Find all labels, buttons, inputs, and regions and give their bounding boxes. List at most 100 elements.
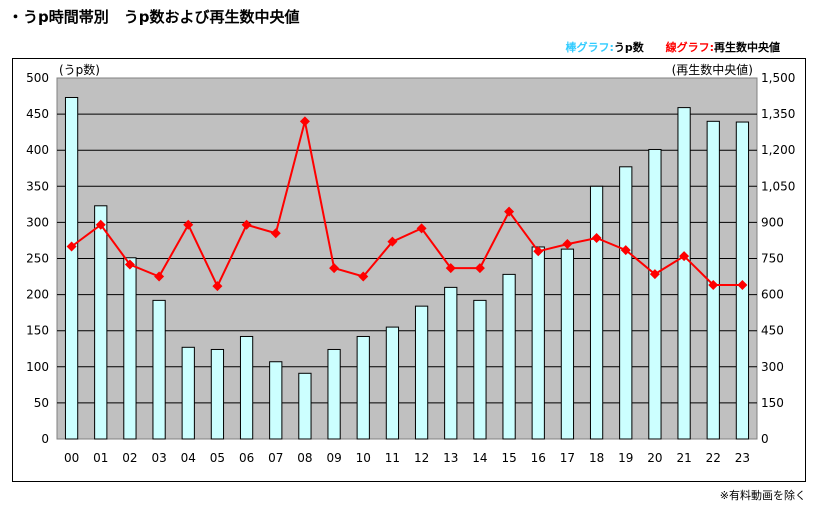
bar bbox=[123, 257, 137, 440]
right-tick-label: 1,350 bbox=[761, 107, 795, 121]
line-series bbox=[71, 121, 743, 289]
bar bbox=[239, 335, 254, 440]
line-marker bbox=[329, 263, 340, 274]
bar-series bbox=[64, 96, 750, 440]
x-tick-label: 08 bbox=[297, 451, 312, 465]
left-tick-label: 350 bbox=[26, 179, 49, 193]
legend-bar-key: 棒グラフ: bbox=[565, 41, 614, 54]
left-axis-label: (うp数) bbox=[59, 62, 100, 77]
bar bbox=[648, 148, 662, 440]
bar bbox=[298, 372, 312, 440]
x-tick-label: 13 bbox=[443, 451, 458, 465]
line-marker bbox=[591, 233, 602, 244]
line-marker bbox=[183, 219, 194, 230]
x-tick-label: 14 bbox=[472, 451, 487, 465]
left-tick-label: 250 bbox=[26, 252, 49, 266]
bar bbox=[414, 305, 429, 440]
legend-bar-desc: うp数 bbox=[613, 41, 644, 54]
bar bbox=[619, 166, 633, 440]
line-marker bbox=[737, 279, 748, 290]
line-marker bbox=[95, 219, 106, 230]
left-tick-label: 0 bbox=[41, 432, 49, 446]
bar bbox=[181, 346, 195, 440]
right-tick-label: 1,050 bbox=[761, 179, 795, 193]
x-tick-label: 04 bbox=[181, 451, 196, 465]
bar bbox=[677, 107, 691, 440]
line-marker bbox=[533, 246, 544, 257]
line-marker bbox=[679, 251, 690, 262]
x-tick-label: 07 bbox=[268, 451, 283, 465]
legend-line-key: 線グラフ: bbox=[665, 41, 714, 54]
line-marker bbox=[504, 206, 515, 217]
x-tick-label: 00 bbox=[64, 451, 79, 465]
bar bbox=[385, 326, 400, 440]
x-tick-label: 17 bbox=[560, 451, 575, 465]
x-tick-label: 06 bbox=[239, 451, 254, 465]
line-marker bbox=[387, 236, 398, 247]
line-marker bbox=[66, 241, 77, 252]
left-tick-label: 200 bbox=[26, 288, 49, 302]
right-tick-label: 1,500 bbox=[761, 71, 795, 85]
x-tick-label: 12 bbox=[414, 451, 429, 465]
gridlines bbox=[57, 113, 757, 404]
right-tick-label: 1,200 bbox=[761, 143, 795, 157]
bar bbox=[560, 248, 575, 440]
right-tick-label: 150 bbox=[761, 396, 784, 410]
line-markers bbox=[66, 116, 748, 292]
right-tick-label: 300 bbox=[761, 360, 784, 374]
x-tick-label: 18 bbox=[589, 451, 604, 465]
line-marker bbox=[270, 228, 281, 239]
x-tick-label: 22 bbox=[706, 451, 721, 465]
left-tick-label: 150 bbox=[26, 324, 49, 338]
line-marker bbox=[212, 281, 223, 292]
right-axis-ticks: 0 150 300 450 600 750 900 1,050 1,200 1,350 1,500 bbox=[761, 71, 795, 446]
x-tick-label: 05 bbox=[210, 451, 225, 465]
line-marker bbox=[416, 223, 427, 234]
bar bbox=[64, 96, 79, 440]
right-tick-label: 0 bbox=[761, 432, 769, 446]
bar bbox=[210, 348, 225, 440]
right-tick-label: 900 bbox=[761, 215, 784, 229]
left-tick-label: 500 bbox=[26, 71, 49, 85]
x-tick-label: 23 bbox=[735, 451, 750, 465]
right-tick-label: 750 bbox=[761, 252, 784, 266]
line-marker bbox=[154, 271, 165, 282]
legend-line-desc: 再生数中央値 bbox=[714, 41, 780, 54]
x-tick-label: 21 bbox=[676, 451, 691, 465]
line-marker bbox=[649, 269, 660, 280]
left-tick-label: 300 bbox=[26, 215, 49, 229]
right-tick-label: 450 bbox=[761, 324, 784, 338]
line-marker bbox=[708, 279, 719, 290]
line-marker bbox=[445, 263, 456, 274]
line-marker bbox=[474, 263, 485, 274]
right-tick-label: 600 bbox=[761, 288, 784, 302]
x-tick-label: 03 bbox=[151, 451, 166, 465]
bar bbox=[589, 185, 604, 440]
x-tick-label: 10 bbox=[356, 451, 371, 465]
bar bbox=[94, 205, 108, 440]
chart-legend: 棒グラフ:うp数 線グラフ:再生数中央値 bbox=[565, 39, 780, 55]
bar bbox=[269, 361, 283, 440]
line-marker bbox=[620, 245, 631, 256]
line-marker bbox=[562, 239, 573, 250]
line-marker bbox=[299, 116, 310, 127]
left-tick-label: 50 bbox=[34, 396, 49, 410]
line-marker bbox=[358, 271, 369, 282]
left-tick-label: 450 bbox=[26, 107, 49, 121]
bar bbox=[356, 335, 370, 440]
bar bbox=[502, 273, 516, 440]
bar bbox=[327, 348, 341, 440]
x-axis-ticks: 00 01 02 03 04 05 06 07 08 09 10 11 12 13 14 15 16 17 18 19… bbox=[64, 451, 750, 465]
x-tick-label: 02 bbox=[122, 451, 137, 465]
right-axis-label: (再生数中央値) bbox=[672, 62, 753, 77]
bar bbox=[531, 246, 545, 440]
left-tick-label: 100 bbox=[26, 360, 49, 374]
line-marker bbox=[124, 259, 135, 270]
left-axis-ticks: 0 50 100 150 200 250 300 350 400 450 500 bbox=[26, 71, 49, 446]
line-marker bbox=[241, 219, 252, 230]
chart-frame: 0 50 100 150 200 250 300 350 400 450 500 0 150 300 45… bbox=[12, 58, 806, 482]
left-tick-label: 400 bbox=[26, 143, 49, 157]
x-tick-label: 15 bbox=[501, 451, 516, 465]
bar bbox=[473, 299, 487, 440]
